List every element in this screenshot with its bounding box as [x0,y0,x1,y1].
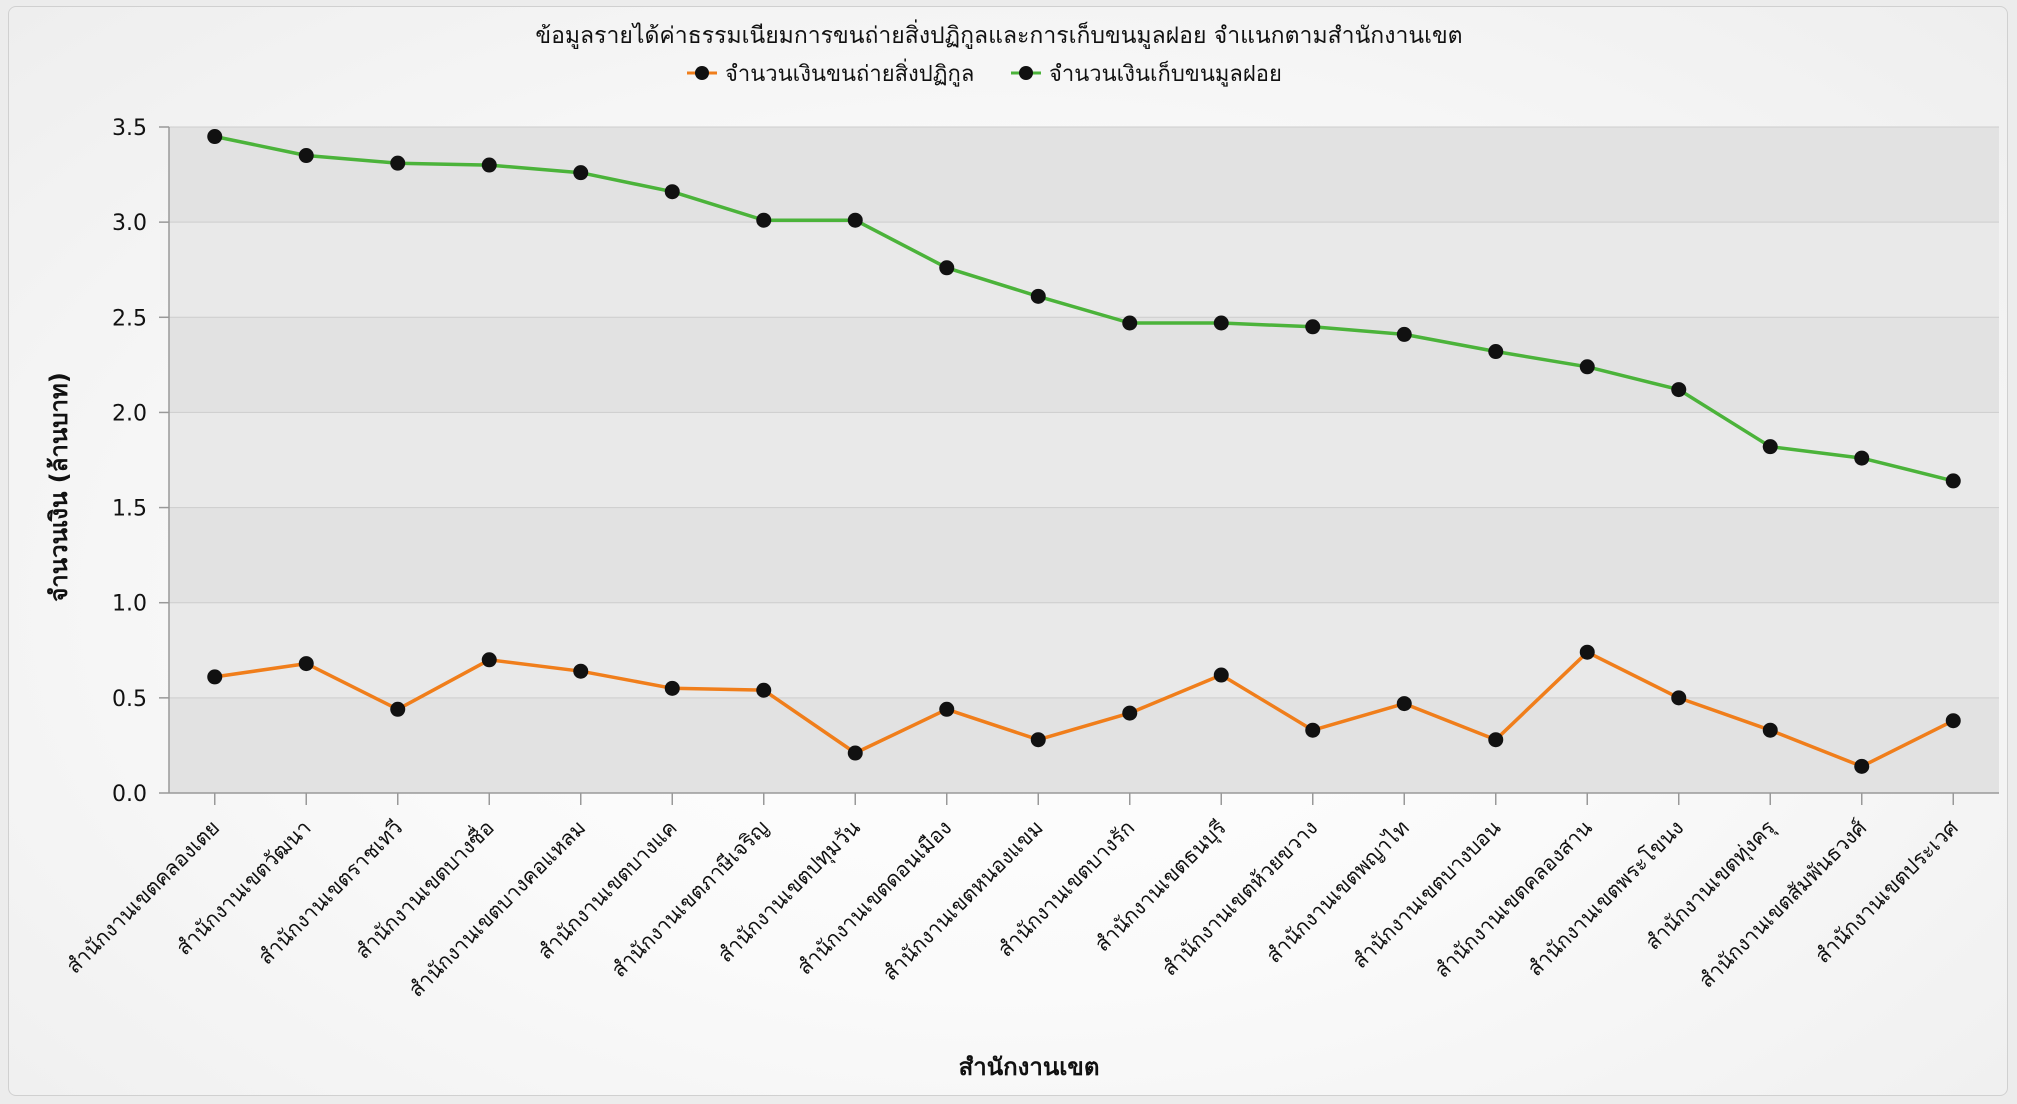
data-point[interactable] [1213,667,1229,683]
data-point[interactable] [481,652,497,668]
data-point[interactable] [1030,732,1046,748]
series-line-0 [214,650,1955,769]
data-point[interactable] [1762,439,1778,455]
x-tick-label: สำนักงานเขตดอนเมือง [792,816,956,980]
series-lines [214,134,1955,769]
data-point[interactable] [1305,319,1321,335]
x-tick-label: สำนักงานเขตคลองสาน [1430,816,1597,983]
y-tick-label: 2.5 [112,306,147,331]
data-point[interactable] [939,701,955,717]
data-point[interactable] [573,663,589,679]
y-tick-label: 0.5 [112,687,147,712]
x-tick-label: สำนักงานเขตห้วยขวาง [1157,816,1322,981]
plot-band [169,222,1999,318]
plot-band [169,412,1999,508]
data-point[interactable] [664,680,680,696]
data-point[interactable] [847,212,863,228]
data-point[interactable] [939,260,955,276]
plot-band [169,127,1999,223]
legend[interactable]: จำนวนเงินขนถ่ายสิ่งปฏิกูล จำนวนเงินเก็บข… [687,58,1282,87]
data-point[interactable] [1030,288,1046,304]
data-point[interactable] [1579,359,1595,375]
chart-title: ข้อมูลรายได้ค่าธรรมเนียมการขนถ่ายสิ่งปฏิ… [535,19,1462,49]
x-tick-label: สำนักงานเขตหนองแขม [878,816,1048,986]
data-point[interactable] [1762,722,1778,738]
x-tick-label: สำนักงานเขตสัมพันธวงศ์ [1694,815,1871,992]
data-point[interactable] [756,212,772,228]
y-axis-title: จำนวนเงิน (ล้านบาท) [45,372,73,602]
data-point[interactable] [1396,696,1412,712]
data-point[interactable] [1213,315,1229,331]
series-points [207,129,1961,774]
x-tick-label: สำนักงานเขตภาษีเจริญ [607,816,773,982]
x-axis-title: สำนักงานเขต [959,1053,1100,1081]
data-point[interactable] [1945,713,1961,729]
data-point[interactable] [1305,722,1321,738]
data-point[interactable] [1122,705,1138,721]
y-tick-labels: 0.0 0.5 1.0 1.5 2.0 2.5 3.0 3.5 [112,116,169,807]
data-point[interactable] [1122,315,1138,331]
legend-item-sewage[interactable]: จำนวนเงินขนถ่ายสิ่งปฏิกูล [687,58,974,87]
y-tick-label: 1.5 [112,497,147,522]
data-point[interactable] [1671,382,1687,398]
legend-marker-sewage [695,66,709,80]
data-point[interactable] [1396,326,1412,342]
plot-band [169,317,1999,413]
x-tick-label: สำนักงานเขตบางคอแหลม [404,816,590,1002]
data-point[interactable] [481,157,497,173]
data-point[interactable] [207,669,223,685]
y-tick-label: 0.0 [112,782,147,807]
data-point[interactable] [298,656,314,672]
data-point[interactable] [1488,344,1504,360]
legend-marker-waste [1019,66,1033,80]
data-point[interactable] [298,148,314,164]
y-tick-label: 3.0 [112,211,147,236]
data-point[interactable] [847,745,863,761]
data-point[interactable] [1579,644,1595,660]
data-point[interactable] [1488,732,1504,748]
data-point[interactable] [756,682,772,698]
chart-card: 0.0 0.5 1.0 1.5 2.0 2.5 3.0 3.5 สำนักงานเขตคลอง… [8,6,2008,1096]
line-chart: 0.0 0.5 1.0 1.5 2.0 2.5 3.0 3.5 สำนักงานเขตคลอง… [45,19,1999,1081]
x-tick-label: สำนักงานเขตคลองเตย [62,816,225,979]
y-tick-label: 2.0 [112,401,147,426]
y-tick-label: 3.5 [112,116,147,141]
x-tick-label: สำนักงานเขตบางบอน [1348,816,1506,974]
data-point[interactable] [573,165,589,181]
plot-band [169,507,1999,603]
legend-item-waste[interactable]: จำนวนเงินเก็บขนมูลฝอย [1011,59,1282,87]
data-point[interactable] [1945,473,1961,489]
x-tick-label: สำนักงานเขตพระโขนง [1523,816,1688,981]
data-point[interactable] [390,155,406,171]
data-point[interactable] [207,129,223,145]
y-tick-label: 1.0 [112,592,147,617]
data-point[interactable] [1854,758,1870,774]
legend-label-waste: จำนวนเงินเก็บขนมูลฝอย [1049,59,1282,87]
series-line-1 [214,134,1954,483]
plot-band [169,697,1999,793]
legend-label-sewage: จำนวนเงินขนถ่ายสิ่งปฏิกูล [725,58,974,87]
data-point[interactable] [1671,690,1687,706]
data-point[interactable] [390,701,406,717]
plot-background [169,127,1999,793]
data-point[interactable] [664,184,680,200]
data-point[interactable] [1854,450,1870,466]
x-tick-labels: สำนักงานเขตคลองเตยสำนักงานเขตวัฒนาสำนักง… [62,793,1963,1002]
plot-band [169,602,1999,698]
